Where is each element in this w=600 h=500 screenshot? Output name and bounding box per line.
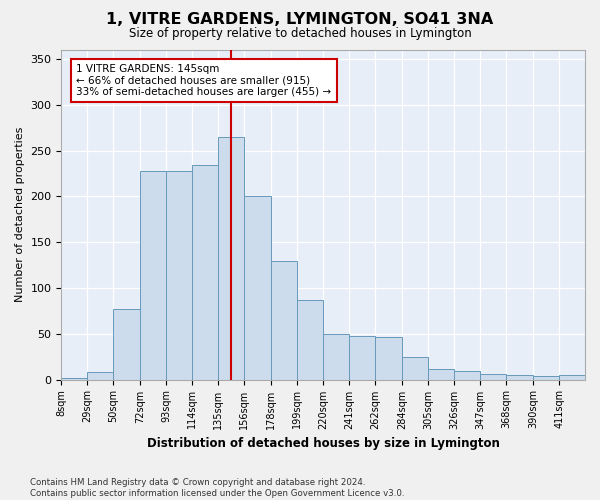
Bar (323, 334, 349, 380)
Bar (140, 171, 166, 380)
Y-axis label: Number of detached properties: Number of detached properties (15, 127, 25, 302)
Bar (506, 375, 533, 380)
Bar (61, 378, 88, 380)
Bar (454, 372, 480, 380)
X-axis label: Distribution of detached houses by size in Lymington: Distribution of detached houses by size … (147, 437, 500, 450)
Bar (480, 374, 506, 380)
Bar (271, 260, 297, 380)
Bar (533, 376, 559, 380)
Text: 1, VITRE GARDENS, LYMINGTON, SO41 3NA: 1, VITRE GARDENS, LYMINGTON, SO41 3NA (106, 12, 494, 28)
Bar (218, 137, 244, 380)
Bar (88, 372, 113, 380)
Bar (113, 309, 140, 380)
Bar (297, 300, 323, 380)
Bar (349, 336, 375, 380)
Text: 1 VITRE GARDENS: 145sqm
← 66% of detached houses are smaller (915)
33% of semi-d: 1 VITRE GARDENS: 145sqm ← 66% of detache… (76, 64, 331, 97)
Bar (244, 196, 271, 380)
Bar (166, 171, 193, 380)
Bar (428, 370, 454, 380)
Text: Size of property relative to detached houses in Lymington: Size of property relative to detached ho… (128, 28, 472, 40)
Bar (402, 356, 428, 380)
Text: Contains HM Land Registry data © Crown copyright and database right 2024.
Contai: Contains HM Land Registry data © Crown c… (30, 478, 404, 498)
Bar (193, 166, 218, 380)
Bar (559, 375, 585, 380)
Bar (375, 336, 402, 380)
